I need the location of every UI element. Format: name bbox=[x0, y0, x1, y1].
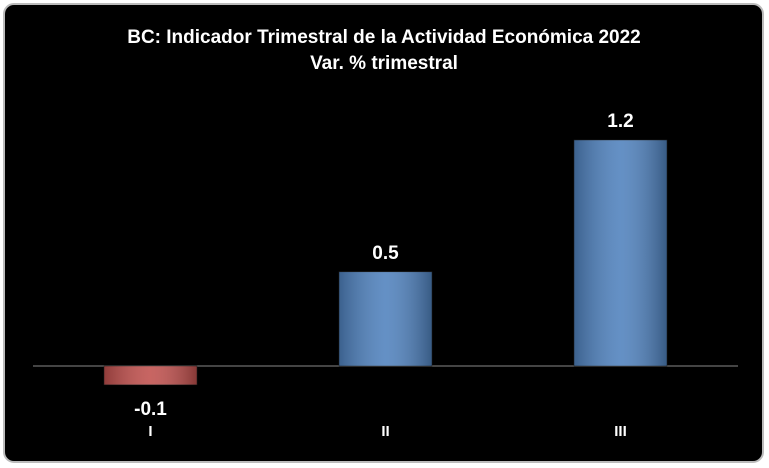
value-label: 1.2 bbox=[607, 111, 633, 132]
bar bbox=[573, 139, 668, 367]
chart-subtitle: Var. % trimestral bbox=[310, 53, 458, 74]
bar bbox=[103, 365, 198, 386]
value-label: -0.1 bbox=[134, 399, 167, 420]
x-tick-label: II bbox=[381, 423, 389, 440]
chart-background bbox=[3, 3, 764, 463]
chart-title: BC: Indicador Trimestral de la Actividad… bbox=[127, 27, 641, 48]
bar bbox=[338, 271, 433, 367]
value-label: 0.5 bbox=[372, 243, 399, 264]
x-tick-label: I bbox=[148, 423, 152, 440]
x-tick-label: III bbox=[614, 423, 627, 440]
